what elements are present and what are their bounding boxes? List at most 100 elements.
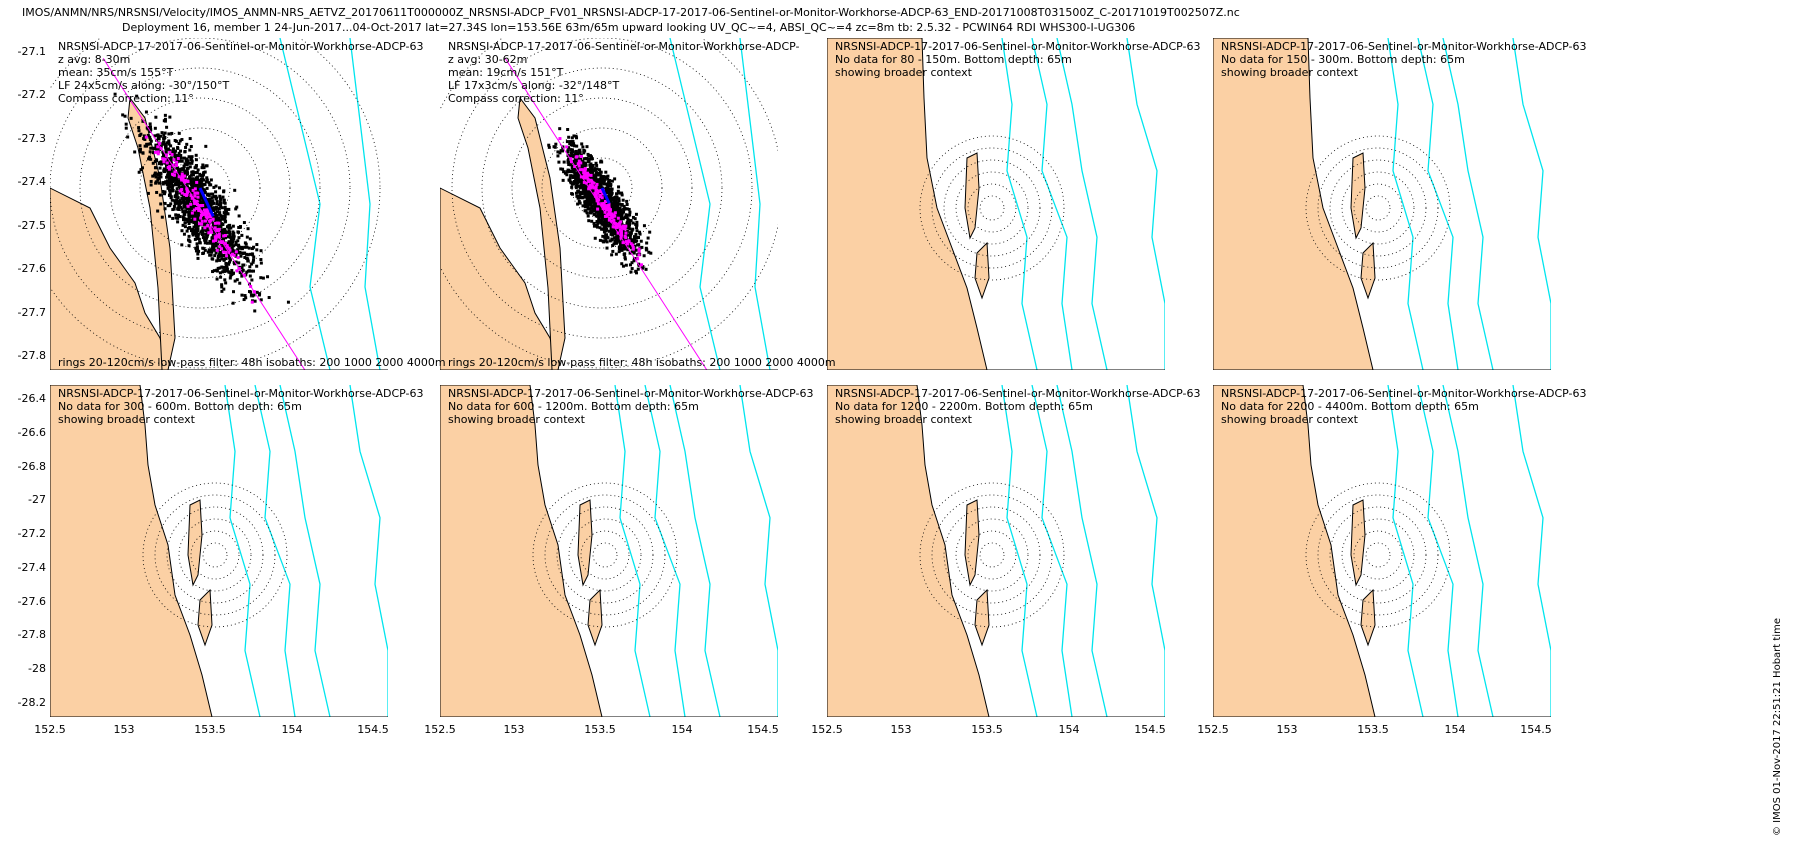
- velocity-point: [581, 145, 585, 149]
- velocity-point: [205, 164, 209, 168]
- velocity-point: [176, 154, 180, 158]
- velocity-point: [220, 257, 224, 261]
- velocity-point: [167, 185, 171, 189]
- velocity-point: [211, 223, 215, 227]
- velocity-point: [169, 144, 173, 148]
- velocity-point: [164, 147, 168, 151]
- velocity-point: [229, 251, 233, 255]
- lowpass-point: [209, 215, 213, 219]
- velocity-point: [600, 179, 604, 183]
- velocity-point: [232, 290, 236, 294]
- velocity-point: [583, 195, 587, 199]
- velocity-point: [221, 243, 225, 247]
- velocity-point: [611, 203, 615, 207]
- velocity-point: [182, 189, 186, 193]
- velocity-point: [219, 275, 223, 279]
- lowpass-point: [181, 176, 185, 180]
- velocity-point: [204, 204, 208, 208]
- velocity-point: [570, 174, 574, 178]
- velocity-point: [190, 159, 194, 163]
- velocity-point: [607, 189, 611, 193]
- velocity-point: [581, 204, 585, 208]
- velocity-point: [617, 185, 621, 189]
- lowpass-point: [193, 187, 197, 191]
- velocity-point: [628, 221, 632, 225]
- velocity-point: [627, 207, 631, 211]
- velocity-point: [201, 183, 205, 187]
- velocity-point: [556, 150, 560, 154]
- velocity-point: [238, 270, 242, 274]
- velocity-point: [138, 147, 142, 151]
- velocity-point: [137, 126, 141, 130]
- velocity-point: [238, 251, 242, 255]
- velocity-point: [594, 177, 598, 181]
- velocity-point: [181, 195, 185, 199]
- velocity-point: [562, 170, 566, 174]
- velocity-point: [165, 175, 169, 179]
- land-mass: [1213, 38, 1374, 370]
- velocity-point: [597, 216, 601, 220]
- velocity-point: [237, 236, 241, 240]
- lowpass-point: [232, 253, 236, 257]
- velocity-point: [176, 213, 180, 217]
- velocity-point: [600, 227, 604, 231]
- velocity-point: [557, 160, 561, 164]
- velocity-point: [229, 239, 233, 243]
- velocity-point: [220, 283, 224, 287]
- velocity-point: [576, 189, 580, 193]
- y-tick-label: -27.8: [17, 349, 46, 362]
- velocity-point: [199, 193, 203, 197]
- velocity-point: [148, 122, 152, 126]
- velocity-point: [161, 153, 165, 157]
- velocity-point: [609, 183, 613, 187]
- velocity-point: [197, 191, 201, 195]
- lowpass-point: [629, 242, 633, 246]
- velocity-point: [592, 224, 596, 228]
- velocity-point: [597, 211, 601, 215]
- velocity-point: [580, 178, 584, 182]
- velocity-point: [613, 236, 617, 240]
- velocity-point: [148, 150, 152, 154]
- velocity-point: [168, 214, 172, 218]
- velocity-point: [614, 252, 618, 256]
- velocity-point: [197, 237, 201, 241]
- velocity-point: [188, 226, 192, 230]
- velocity-point: [618, 240, 622, 244]
- velocity-point: [166, 158, 170, 162]
- velocity-point: [215, 277, 219, 281]
- velocity-point: [181, 223, 185, 227]
- velocity-point: [174, 200, 178, 204]
- velocity-point: [588, 193, 592, 197]
- velocity-point: [573, 175, 577, 179]
- velocity-point: [255, 243, 259, 247]
- velocity-point: [556, 154, 560, 158]
- velocity-point: [173, 199, 177, 203]
- velocity-point: [637, 236, 641, 240]
- velocity-point: [192, 179, 196, 183]
- velocity-point: [245, 235, 249, 239]
- velocity-point: [589, 209, 593, 213]
- velocity-point: [185, 167, 189, 171]
- velocity-point: [244, 272, 248, 276]
- velocity-point: [634, 212, 638, 216]
- velocity-point: [185, 229, 189, 233]
- velocity-point: [600, 217, 604, 221]
- velocity-point: [158, 134, 162, 138]
- lowpass-point: [619, 231, 623, 235]
- velocity-point: [243, 241, 247, 245]
- velocity-point: [630, 267, 634, 271]
- velocity-point: [228, 242, 232, 246]
- velocity-point: [167, 132, 171, 136]
- velocity-point: [569, 180, 573, 184]
- lowpass-point: [192, 208, 196, 212]
- panel-info-line: No data for 300 - 600m. Bottom depth: 65…: [58, 400, 302, 413]
- velocity-point: [229, 274, 233, 278]
- speed-ring: [556, 506, 654, 604]
- lowpass-point: [191, 188, 195, 192]
- velocity-point: [154, 143, 158, 147]
- velocity-point: [631, 221, 635, 225]
- velocity-point: [596, 187, 600, 191]
- velocity-point: [598, 220, 602, 224]
- velocity-point: [202, 247, 206, 251]
- velocity-point: [606, 177, 610, 181]
